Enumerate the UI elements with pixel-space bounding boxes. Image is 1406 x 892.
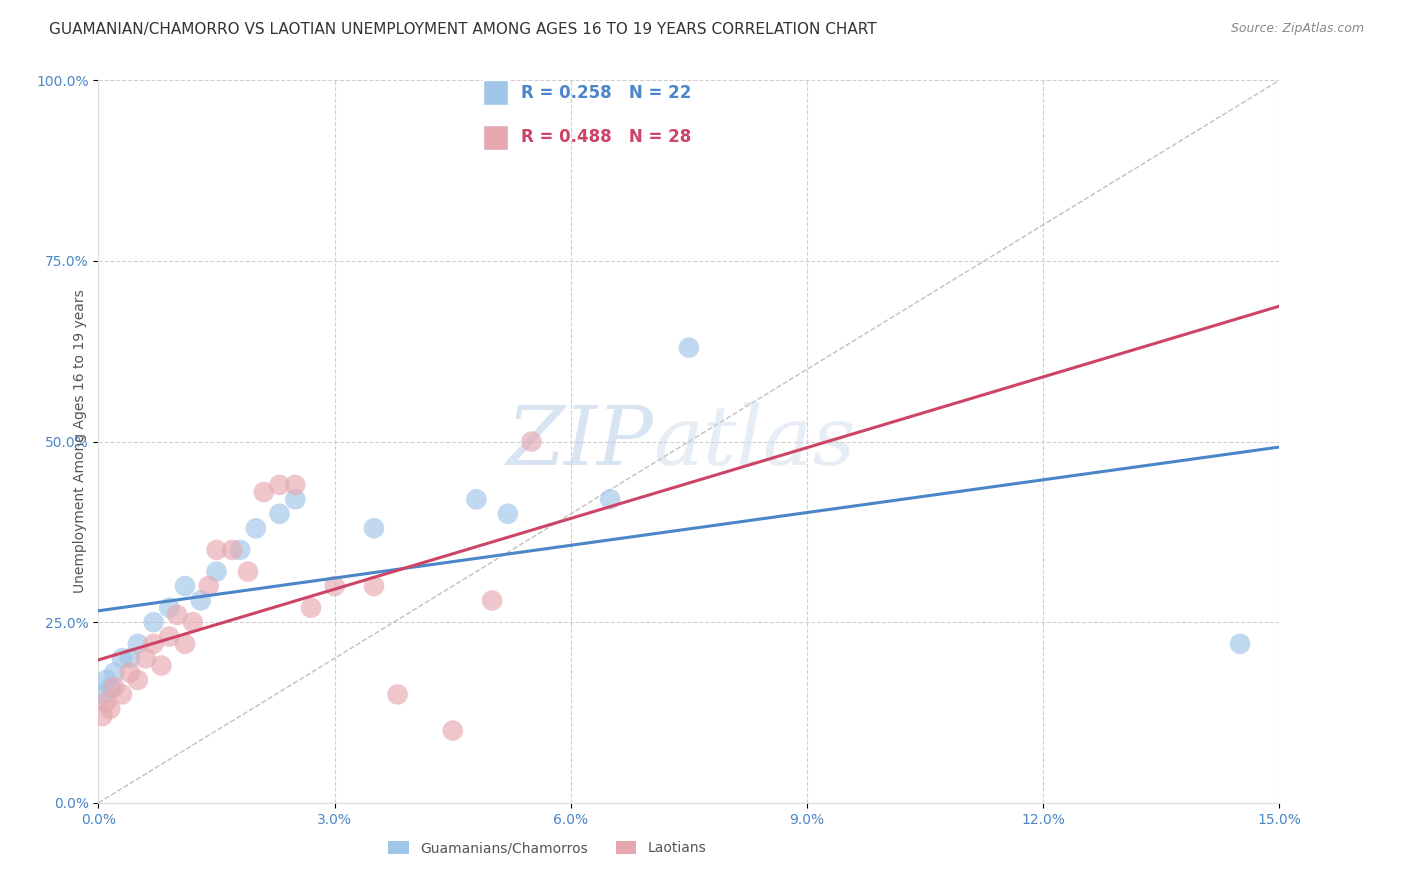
Point [481,593,503,607]
Text: ZIP: ZIP [506,401,654,482]
Point [205,542,228,557]
Point [150,658,173,673]
Point [496,507,519,521]
Point [174,579,197,593]
Point [174,637,197,651]
Point [1229,637,1251,651]
Text: R = 0.488   N = 28: R = 0.488 N = 28 [520,128,690,146]
Point [229,542,252,557]
Point [363,579,385,593]
Legend: Guamanians/Chamorros, Laotians: Guamanians/Chamorros, Laotians [382,836,711,861]
Point [221,542,243,557]
Point [465,492,488,507]
Text: Source: ZipAtlas.com: Source: ZipAtlas.com [1230,22,1364,36]
Point [91,687,114,701]
Point [118,651,141,665]
Point [96,695,118,709]
Point [441,723,464,738]
Point [96,673,118,687]
Point [103,680,125,694]
Y-axis label: Unemployment Among Ages 16 to 19 years: Unemployment Among Ages 16 to 19 years [73,290,87,593]
Point [98,702,121,716]
Text: atlas: atlas [654,401,856,482]
Point [142,615,165,630]
Text: R = 0.258   N = 22: R = 0.258 N = 22 [520,84,690,102]
Point [245,521,267,535]
Point [678,341,700,355]
Point [111,651,134,665]
Point [363,521,385,535]
Point [98,680,121,694]
Point [599,492,621,507]
Point [103,665,125,680]
Point [166,607,188,622]
Point [520,434,543,449]
Point [323,579,346,593]
Bar [484,80,508,105]
Point [157,600,180,615]
Point [190,593,212,607]
Point [111,687,134,701]
Point [142,637,165,651]
Point [387,687,409,701]
Point [205,565,228,579]
Point [253,485,276,500]
Point [135,651,157,665]
Point [127,637,149,651]
Point [157,630,180,644]
Point [118,665,141,680]
Point [127,673,149,687]
Bar [484,125,508,150]
Point [181,615,204,630]
Point [299,600,322,615]
Point [91,709,114,723]
Point [284,478,307,492]
Text: GUAMANIAN/CHAMORRO VS LAOTIAN UNEMPLOYMENT AMONG AGES 16 TO 19 YEARS CORRELATION: GUAMANIAN/CHAMORRO VS LAOTIAN UNEMPLOYME… [49,22,877,37]
Point [236,565,259,579]
Point [269,478,291,492]
Point [197,579,219,593]
Point [269,507,291,521]
Point [284,492,307,507]
